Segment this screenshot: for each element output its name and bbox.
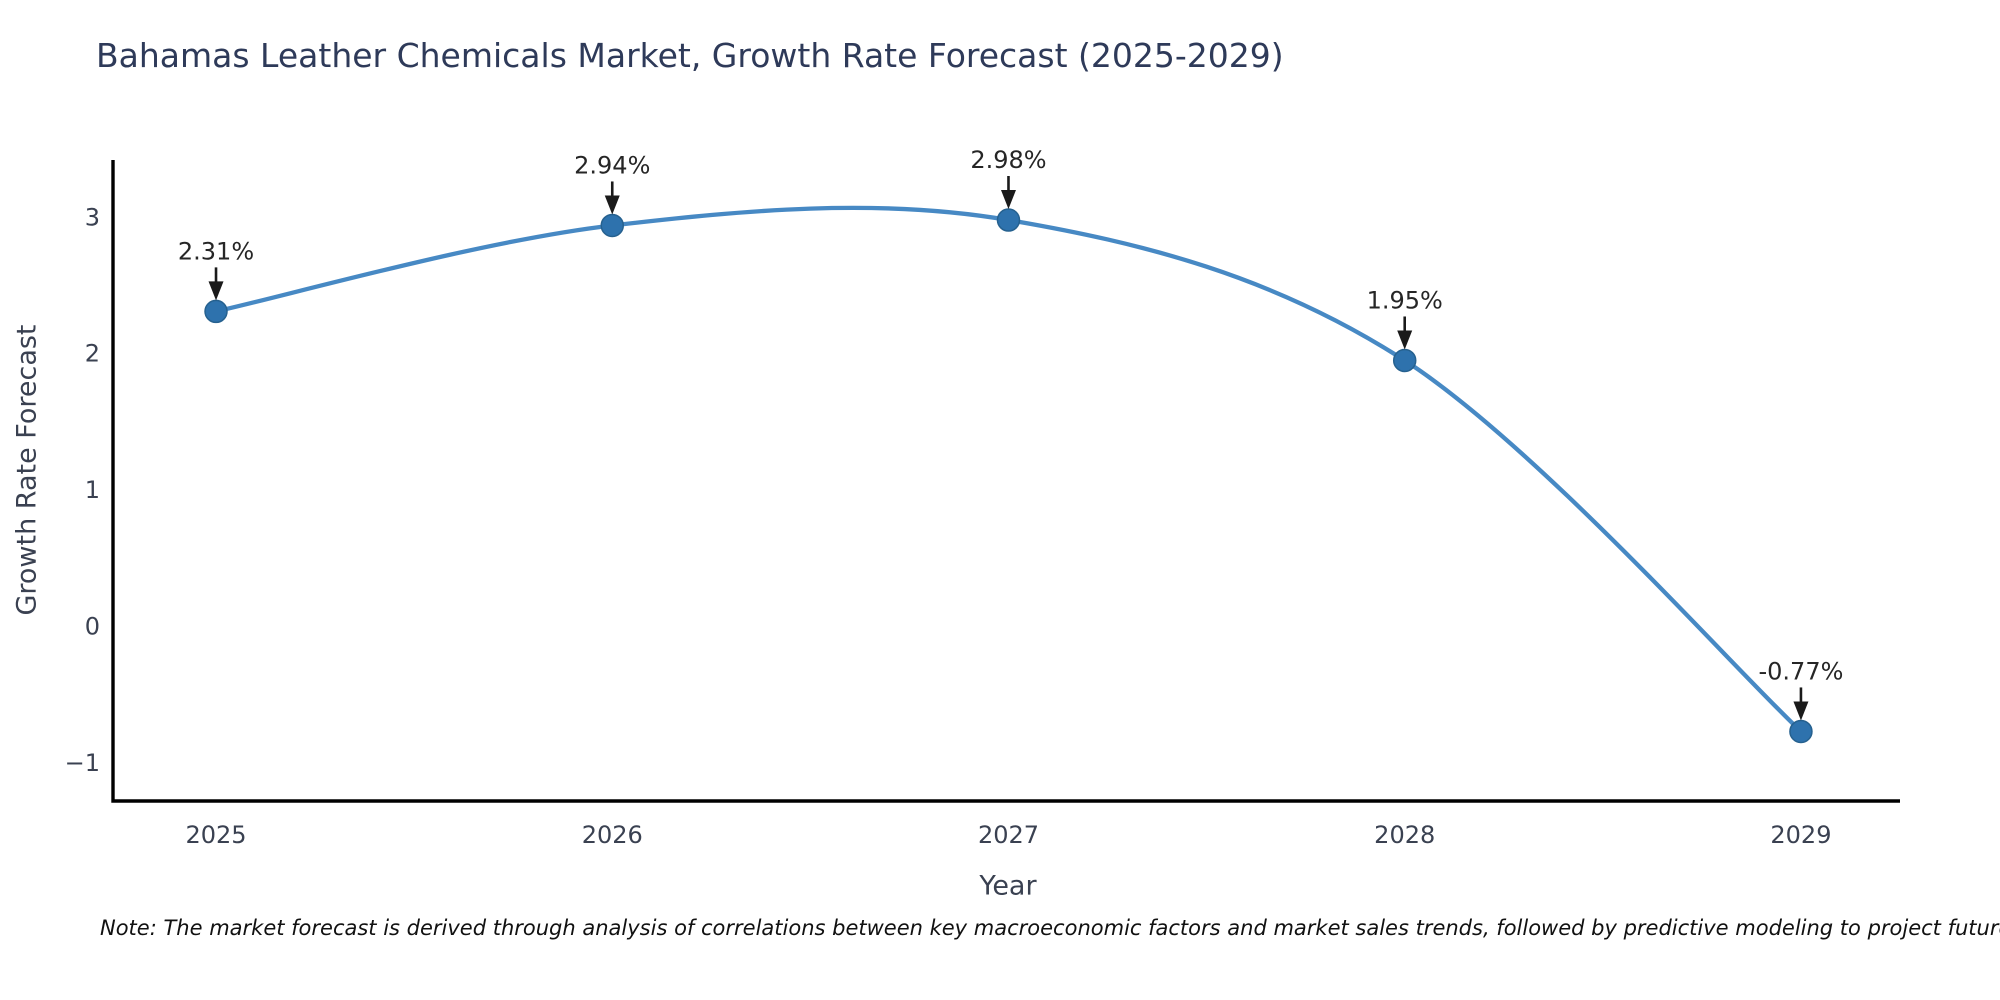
x-axis-title: Year <box>979 870 1037 902</box>
annotation-arrow-head <box>604 195 620 215</box>
data-point-marker <box>204 299 228 324</box>
data-point-label: -0.77% <box>1758 657 1843 685</box>
x-tick-label: 2027 <box>978 821 1039 849</box>
y-tick-label: 3 <box>85 203 100 231</box>
data-point-label: 2.94% <box>574 151 650 179</box>
annotation-arrow-head <box>1793 701 1809 721</box>
data-point-label: 2.31% <box>178 237 254 265</box>
x-tick-label: 2026 <box>582 821 643 849</box>
y-tick-label: 1 <box>85 476 100 504</box>
annotation-arrow-head <box>208 281 224 301</box>
x-tick-label: 2028 <box>1374 821 1435 849</box>
data-point-marker <box>996 208 1021 232</box>
data-point-marker <box>1392 348 1417 373</box>
chart-title: Bahamas Leather Chemicals Market, Growth… <box>96 36 1284 75</box>
forecast-line <box>213 205 1804 734</box>
data-point-marker <box>600 213 625 238</box>
footnote-text: Note: The market forecast is derived thr… <box>100 916 2000 940</box>
y-tick-label: 2 <box>85 340 100 368</box>
x-tick-label: 2025 <box>185 821 246 849</box>
annotation-arrow-head <box>1000 190 1016 210</box>
data-point-label: 1.95% <box>1367 286 1443 314</box>
x-tick-label: 2029 <box>1770 821 1831 849</box>
y-tick-label: −1 <box>65 749 100 777</box>
axis-spines <box>111 160 1900 803</box>
data-point-marker <box>1789 719 1813 744</box>
annotation-arrow-head <box>1397 330 1413 350</box>
y-tick-label: 0 <box>85 612 100 640</box>
data-point-label: 2.98% <box>970 146 1046 174</box>
